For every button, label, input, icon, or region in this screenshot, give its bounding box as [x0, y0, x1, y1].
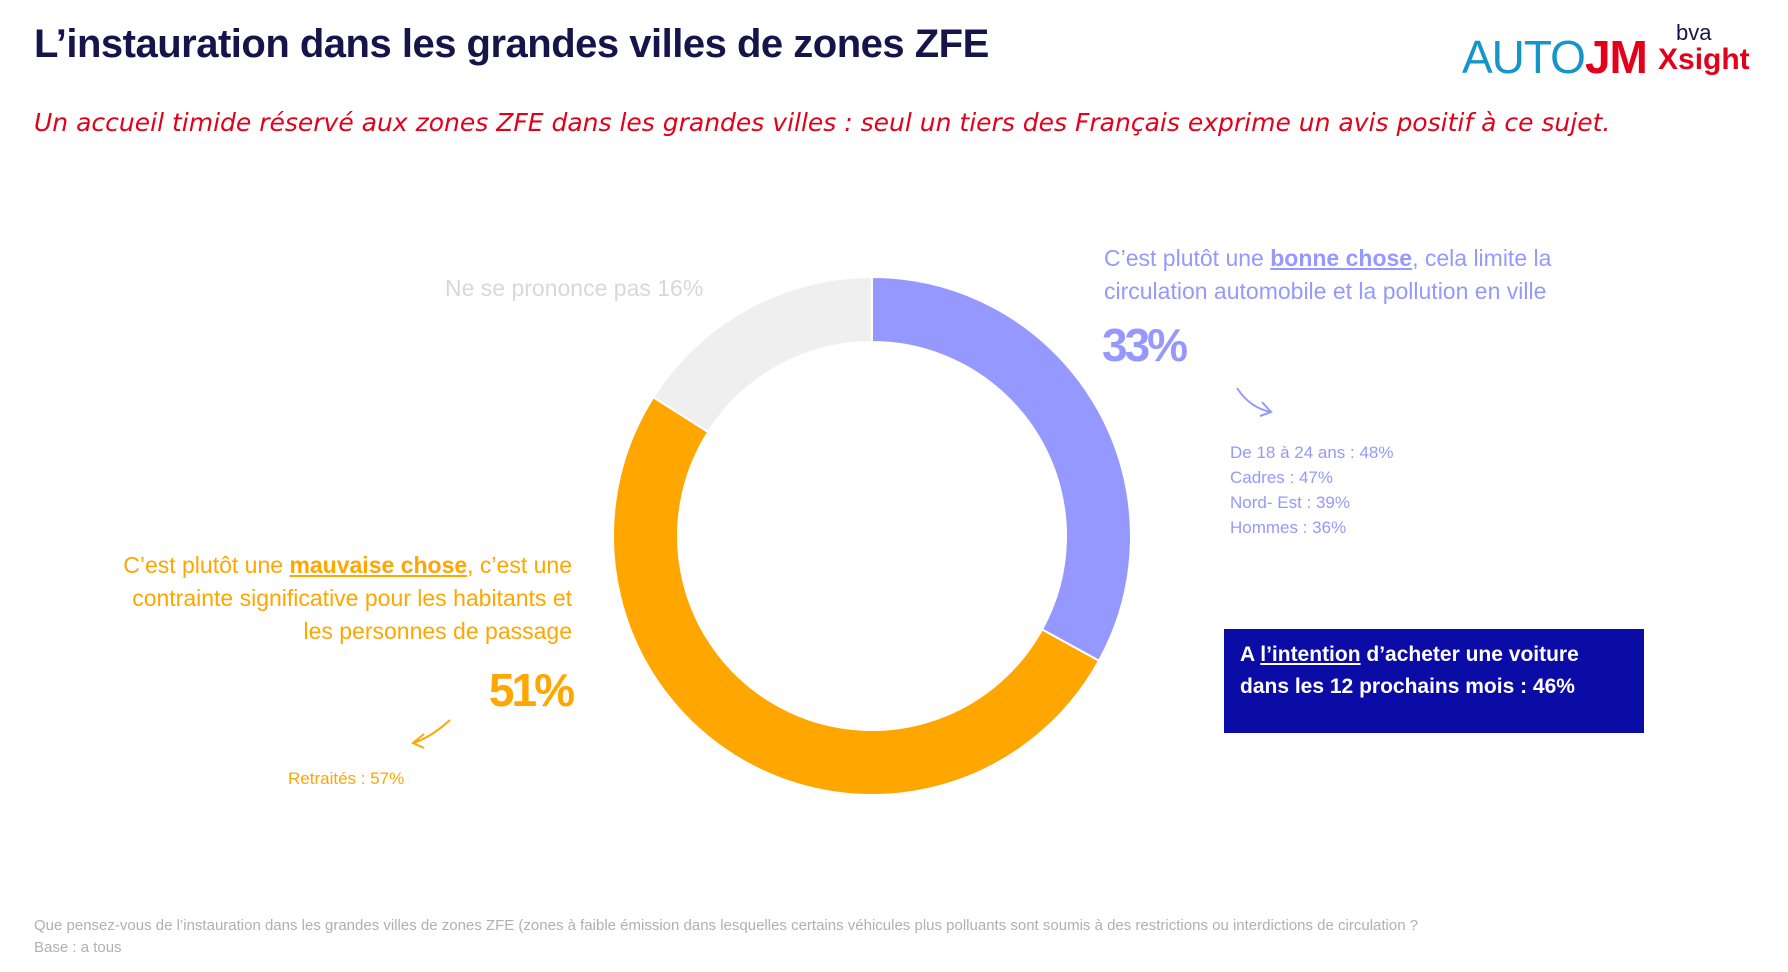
donut-segment [651, 275, 873, 434]
segment-label: Ne se prononce pas 16% [445, 272, 703, 305]
logo: AUTOJM [1462, 30, 1648, 84]
donut-segment [871, 275, 1132, 663]
donut-segment [611, 395, 1101, 797]
logo-text: AUTO [1462, 31, 1586, 83]
logo: bva Xsight [1658, 22, 1750, 76]
label-text: C’est plutôt une [123, 552, 290, 578]
emphasis: bonne chose [1270, 245, 1413, 271]
label-text: , c’est une contrainte significative pou… [132, 552, 572, 644]
value-label: 51% [488, 664, 575, 716]
breakdown-item: Hommes : 36% [1230, 518, 1347, 537]
subtitle: Un accueil timide réservé aux zones ZFE … [34, 108, 1611, 137]
label-text: C’est plutôt une [1104, 245, 1271, 271]
breakdown-item: Nord- Est : 39% [1230, 493, 1350, 512]
arrow [411, 719, 451, 749]
emphasis: mauvaise chose [289, 552, 468, 578]
breakdown: De 18 à 24 ans : 48% Cadres : 47% Nord- Es… [1230, 440, 1394, 540]
emphasis: l’intention [1260, 643, 1361, 666]
arrow [1236, 387, 1273, 417]
title: L’instauration dans les grandes villes d… [34, 22, 989, 66]
label-text: Ne se prononce pas [445, 275, 651, 301]
breakdown-item: Cadres : 47% [1230, 468, 1333, 487]
segment-label: C’est plutôt une mauvaise chose, c’est u… [120, 549, 572, 648]
logo-text: JM [1584, 31, 1648, 83]
logo-text: bva [1676, 20, 1712, 45]
label-text: d’acheter une voiture dans les 12 procha… [1240, 643, 1579, 698]
segment-label: C’est plutôt une bonne chose, cela limit… [1104, 242, 1624, 308]
footnote-line: Que pensez-vous de l’instauration dans l… [34, 917, 1419, 934]
value-label: 33% [1102, 319, 1188, 371]
value-label: 16% [657, 275, 704, 301]
breakdown: Retraités : 57% [288, 766, 404, 791]
footnote-line: Base : a tous [34, 939, 122, 956]
breakdown-item: De 18 à 24 ans : 48% [1230, 443, 1394, 462]
footnote: Que pensez-vous de l’instauration dans l… [34, 915, 1418, 959]
label-text: A [1240, 643, 1261, 666]
breakdown-item: Retraités : 57% [288, 769, 405, 788]
label-text: , cela limite la circulation automobile … [1104, 245, 1552, 304]
logo-text: Xsight [1658, 43, 1750, 76]
callout-box: A l’intention d’acheter une voiture dans… [1224, 629, 1644, 733]
